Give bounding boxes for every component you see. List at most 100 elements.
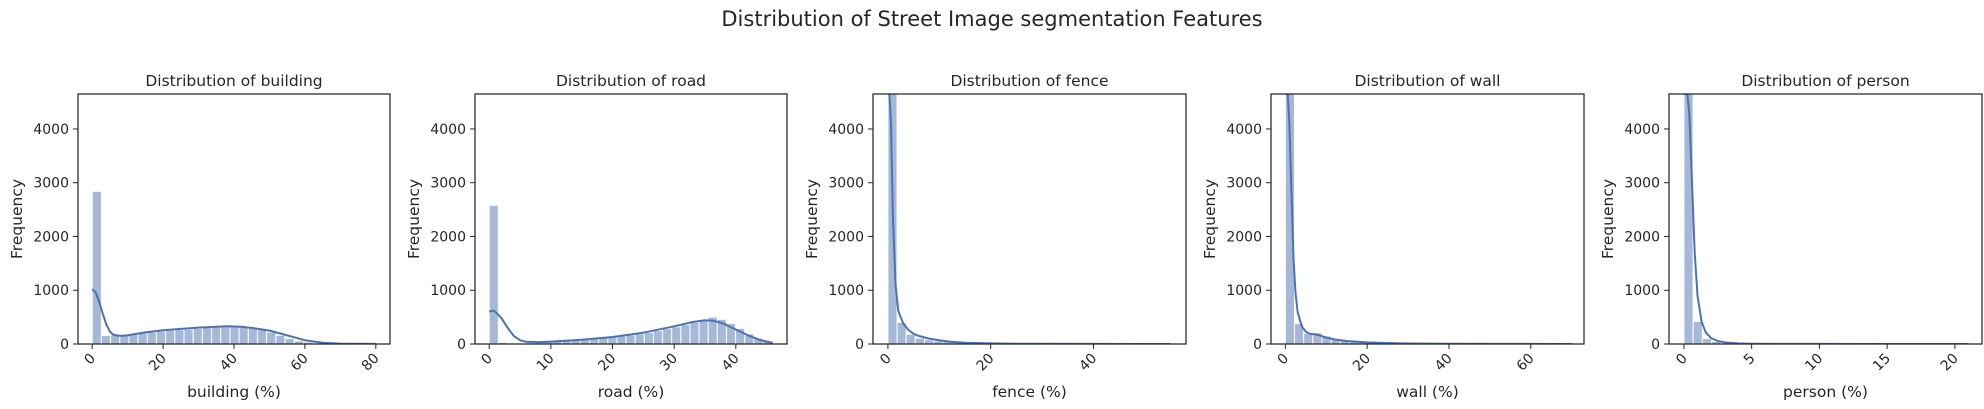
- histogram-bars: [91, 190, 378, 344]
- y-tick-label: 0: [855, 337, 864, 353]
- histogram-bar: [698, 319, 709, 344]
- histogram-bars: [488, 204, 773, 344]
- x-tick-label: 60: [288, 351, 312, 375]
- y-tick-label: 2000: [1226, 229, 1262, 245]
- figure-suptitle: Distribution of Street Image segmentatio…: [721, 7, 1262, 31]
- y-tick-label: 2000: [33, 229, 69, 245]
- x-axis-label: fence (%): [992, 383, 1067, 401]
- x-tick-label: 20: [974, 351, 998, 375]
- histogram-bar: [165, 329, 176, 344]
- y-tick-label: 2000: [1624, 229, 1660, 245]
- y-tick-label: 4000: [1624, 122, 1660, 138]
- histogram-bar: [652, 330, 664, 344]
- histogram-bar: [155, 330, 167, 344]
- y-tick-label: 0: [60, 337, 69, 353]
- y-axis-label: Frequency: [803, 179, 821, 259]
- subplot-title: Distribution of fence: [950, 72, 1108, 90]
- kde-line: [488, 309, 774, 344]
- histogram-bar: [1683, 94, 1694, 344]
- x-tick-label: 0: [1673, 351, 1691, 369]
- histogram-bar: [923, 339, 935, 344]
- histogram-bar: [100, 334, 112, 344]
- histogram-bars: [1683, 94, 1971, 344]
- y-tick-label: 3000: [1226, 176, 1262, 192]
- histogram-bar: [488, 204, 499, 344]
- y-tick-label: 3000: [430, 176, 466, 192]
- kde-line: [1683, 94, 1969, 344]
- histogram-bar: [247, 327, 258, 344]
- y-tick-label: 0: [1253, 337, 1262, 353]
- kde-line: [887, 94, 1171, 344]
- axes-frame: [1668, 93, 1983, 345]
- subplot-5: 0 1000 2000 3000 4000 0 5 10 15 20 Distribution of…: [1599, 72, 1983, 401]
- histogram-bar: [137, 332, 148, 344]
- histogram-bar: [238, 326, 249, 344]
- histogram-bar: [275, 334, 286, 344]
- axes-frame: [77, 93, 391, 345]
- histogram-bar: [662, 328, 673, 344]
- subplot-title: Distribution of building: [145, 72, 322, 90]
- histogram-bar: [1692, 320, 1703, 344]
- y-tick-label: 1000: [1624, 283, 1660, 299]
- y-tick-label: 1000: [828, 283, 864, 299]
- x-tick-label: 60: [1514, 351, 1538, 375]
- histogram-bar: [689, 321, 700, 344]
- x-tick-label: 0: [81, 351, 99, 369]
- x-tick-label: 10: [534, 351, 558, 375]
- y-axis-label: Frequency: [8, 179, 26, 259]
- histogram-bar: [146, 331, 157, 344]
- histogram-bar: [266, 331, 277, 344]
- histogram-bar: [680, 324, 691, 344]
- x-axis-label: building (%): [187, 383, 281, 401]
- x-tick-label: 30: [657, 351, 681, 375]
- y-axis-label: Frequency: [1201, 179, 1219, 259]
- histogram-bar: [183, 328, 194, 344]
- axes-frame: [474, 93, 788, 345]
- x-tick-label: 20: [1938, 351, 1962, 375]
- axes-frame: [1270, 93, 1585, 345]
- histogram-bar: [634, 333, 645, 344]
- axes-frame: [872, 93, 1187, 345]
- y-tick-label: 2000: [828, 229, 864, 245]
- x-tick-label: 40: [719, 351, 743, 375]
- y-tick-label: 4000: [430, 122, 466, 138]
- histogram-bars: [1284, 94, 1570, 344]
- histogram-bar: [211, 326, 222, 344]
- subplot-title: Distribution of road: [556, 72, 706, 90]
- histogram-bar: [1701, 338, 1713, 344]
- x-tick-label: 40: [1076, 351, 1100, 375]
- x-tick-label: 5: [1741, 351, 1759, 369]
- y-tick-label: 1000: [1226, 283, 1262, 299]
- histogram-bar: [905, 333, 916, 344]
- histogram-bar: [201, 327, 213, 344]
- histogram-bar: [671, 326, 682, 344]
- subplot-1: 0 1000 2000 3000 4000 0 20 40 60 80 Distribution o…: [8, 72, 391, 401]
- y-tick-label: 4000: [1226, 122, 1262, 138]
- x-axis-label: person (%): [1783, 383, 1868, 401]
- subplot-title: Distribution of wall: [1354, 72, 1500, 90]
- x-axis-label: road (%): [598, 383, 665, 401]
- y-tick-label: 4000: [828, 122, 864, 138]
- x-tick-label: 0: [877, 351, 895, 369]
- histogram-bar: [1284, 94, 1295, 344]
- histogram-bar: [256, 328, 268, 344]
- y-tick-label: 4000: [33, 122, 69, 138]
- histogram-bar: [91, 190, 102, 344]
- x-tick-label: 15: [1870, 351, 1894, 375]
- kde-line: [91, 288, 376, 344]
- x-tick-label: 80: [359, 351, 383, 375]
- x-tick-label: 0: [1275, 351, 1293, 369]
- y-tick-label: 1000: [430, 283, 466, 299]
- y-tick-label: 1000: [33, 283, 69, 299]
- histogram-bar: [284, 338, 295, 344]
- x-axis-label: wall (%): [1396, 383, 1459, 401]
- x-tick-label: 40: [1432, 351, 1456, 375]
- y-tick-label: 3000: [33, 176, 69, 192]
- y-tick-label: 2000: [430, 229, 466, 245]
- subplot-4: 0 1000 2000 3000 4000 0 20 40 60 Distribution of …: [1201, 72, 1585, 401]
- y-tick-label: 0: [457, 337, 466, 353]
- subplot-2: 0 1000 2000 3000 4000 0 10 20 30 40 Distribution o…: [405, 72, 788, 401]
- histogram-bar: [896, 321, 907, 344]
